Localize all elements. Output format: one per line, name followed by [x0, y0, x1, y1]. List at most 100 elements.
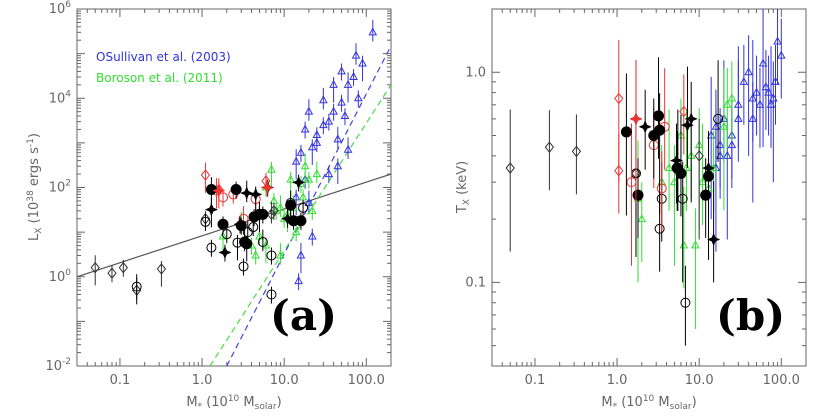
data-point: [368, 27, 378, 36]
data-point: [131, 281, 142, 292]
fit-line: [209, 84, 391, 366]
y-tick-label: 10-2: [45, 357, 71, 374]
data-point: [680, 297, 691, 308]
data-point: [703, 170, 715, 182]
data-point: [118, 261, 128, 274]
data-point: [333, 134, 343, 143]
data-point: [358, 58, 367, 67]
data-point: [727, 140, 737, 149]
data-point: [291, 192, 301, 201]
svg-text:LX (1038 ergs s-1): LX (1038 ergs s-1): [26, 133, 44, 241]
data-point: [719, 121, 729, 130]
data-point: [304, 106, 314, 115]
data-point: [212, 184, 226, 198]
data-point: [333, 161, 343, 170]
data-point: [312, 137, 322, 146]
data-point: [257, 237, 268, 248]
data-point: [682, 163, 691, 172]
data-point: [722, 150, 732, 159]
data-point: [766, 99, 776, 108]
data-point: [248, 222, 259, 233]
data-point: [291, 175, 306, 190]
data-point: [698, 177, 707, 186]
panel-b-data-marks: [505, 9, 786, 346]
legend: OSullivan et al. (2003) Boroson et al. (…: [96, 50, 231, 85]
data-point: [776, 50, 786, 59]
data-point: [324, 116, 334, 125]
x-tick-label: 0.1: [110, 373, 131, 388]
x-tick-label: 0.1: [525, 373, 546, 388]
data-point: [294, 276, 303, 285]
data-point: [266, 289, 277, 300]
y-tick-label: 104: [49, 89, 72, 106]
data-point: [269, 205, 279, 217]
data-point: [295, 215, 307, 227]
legend-entry-osullivan: OSullivan et al. (2003): [96, 50, 231, 64]
data-point: [267, 164, 276, 173]
data-point: [200, 169, 211, 181]
data-point: [304, 197, 314, 206]
data-point: [755, 99, 765, 108]
data-point: [235, 220, 247, 232]
data-point: [329, 79, 338, 88]
data-point: [217, 218, 229, 230]
data-point: [675, 167, 687, 179]
data-point: [218, 231, 228, 240]
data-point: [238, 261, 249, 272]
panel-b-frame: [491, 8, 807, 367]
data-point: [324, 169, 334, 178]
data-point: [230, 184, 242, 196]
data-point: [653, 110, 665, 122]
panel-a-letter: (a): [270, 291, 337, 340]
data-point: [261, 240, 271, 249]
data-point: [307, 231, 317, 240]
data-point: [276, 202, 285, 211]
data-point: [242, 227, 253, 238]
data-point: [249, 187, 263, 202]
svg-text:TX (keV): TX (keV): [455, 161, 472, 214]
y-tick-label: 1.0: [465, 65, 486, 80]
data-point: [343, 144, 353, 153]
data-point: [319, 120, 328, 129]
data-point: [298, 192, 308, 201]
data-point: [353, 93, 363, 102]
data-point: [691, 240, 700, 249]
x-tick-label: 10.0: [685, 373, 714, 388]
panel-a: 0.1 1.0 10.0 100.0 10-2 100 102 104 106 OSulliva…: [26, 0, 392, 412]
data-point: [349, 71, 358, 80]
data-point: [304, 174, 314, 183]
data-point: [221, 229, 232, 240]
data-point: [312, 169, 322, 178]
data-point: [343, 79, 353, 88]
data-point: [727, 93, 737, 102]
data-point: [758, 58, 768, 67]
panel-a-ylabel: LX (1038 ergs s-1): [26, 133, 44, 241]
y-tick-label: 100: [49, 268, 72, 285]
data-point: [654, 124, 666, 136]
data-point: [679, 240, 689, 249]
data-point: [632, 189, 644, 201]
data-point: [251, 250, 261, 259]
data-point: [337, 66, 346, 75]
data-point: [240, 186, 254, 200]
data-point: [684, 112, 698, 126]
panel-b-ylabel: TX (keV): [455, 161, 472, 214]
panel-a-fit-lines: [77, 45, 391, 366]
data-point: [752, 87, 761, 96]
data-point: [340, 110, 350, 120]
data-point: [276, 250, 285, 259]
data-point: [773, 36, 782, 45]
data-point: [296, 250, 306, 259]
data-point: [319, 95, 328, 104]
data-point: [722, 99, 732, 108]
data-point: [706, 130, 716, 139]
data-point: [300, 161, 310, 170]
y-tick-label: 102: [49, 179, 71, 196]
data-point: [291, 156, 301, 165]
data-point: [90, 261, 100, 274]
data-point: [748, 113, 758, 122]
x-tick-label: 1.0: [607, 373, 628, 388]
data-point: [620, 126, 632, 138]
data-point: [298, 202, 309, 213]
